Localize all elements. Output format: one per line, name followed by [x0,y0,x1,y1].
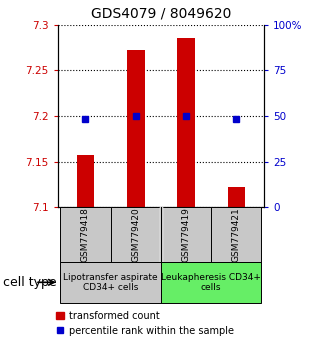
Bar [60,207,111,262]
Text: GSM779419: GSM779419 [182,207,190,262]
Legend: transformed count, percentile rank within the sample: transformed count, percentile rank withi… [56,311,234,336]
Bar [127,50,145,207]
Bar [77,155,94,207]
Bar [111,207,161,262]
Bar [60,262,161,303]
Bar [161,262,261,303]
Title: GDS4079 / 8049620: GDS4079 / 8049620 [91,7,231,21]
Text: GSM779421: GSM779421 [232,207,241,262]
Text: Leukapheresis CD34+
cells: Leukapheresis CD34+ cells [161,273,261,292]
Text: GSM779418: GSM779418 [81,207,90,262]
Text: GSM779420: GSM779420 [131,207,140,262]
Bar [177,39,195,207]
Bar [211,207,261,262]
Text: Lipotransfer aspirate
CD34+ cells: Lipotransfer aspirate CD34+ cells [63,273,158,292]
Bar [161,207,211,262]
Bar [227,187,245,207]
Text: cell type: cell type [3,276,57,289]
